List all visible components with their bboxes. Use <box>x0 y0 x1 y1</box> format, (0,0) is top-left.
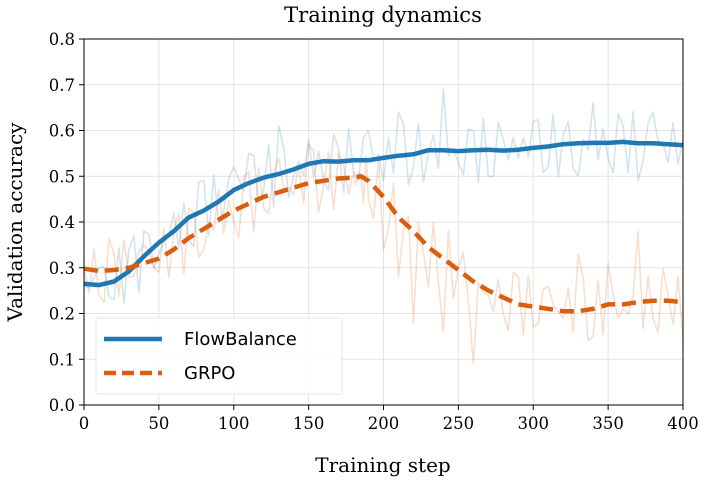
y-tick-label: 0.4 <box>49 213 75 232</box>
x-tick-label: 350 <box>592 414 624 433</box>
x-tick-label: 0 <box>79 414 90 433</box>
y-tick-label: 0.2 <box>49 305 75 324</box>
x-tick-label: 200 <box>368 414 400 433</box>
legend-label-flowbalance: FlowBalance <box>184 329 297 350</box>
y-tick-label: 0.0 <box>49 396 75 415</box>
x-tick-label: 300 <box>518 414 550 433</box>
y-tick-label: 0.8 <box>49 30 75 49</box>
y-axis-ticks: 0.0 0.1 0.2 0.3 0.4 0.5 0.6 0.7 0.8 <box>49 30 84 415</box>
x-tick-label: 400 <box>667 414 699 433</box>
smoothed-series-layer <box>83 139 684 314</box>
noisy-trace-flowbalance <box>83 88 684 305</box>
x-axis-ticks: 0 50 100 150 200 250 300 350 400 <box>79 405 699 433</box>
x-tick-label: 250 <box>443 414 475 433</box>
series-line-flowbalance <box>83 139 684 288</box>
y-tick-label: 0.7 <box>49 76 75 95</box>
y-tick-label: 0.6 <box>49 122 75 141</box>
x-tick-label: 150 <box>293 414 325 433</box>
series-line-grpo <box>83 174 684 314</box>
legend-label-grpo: GRPO <box>184 363 235 384</box>
y-tick-label: 0.1 <box>49 350 75 369</box>
y-tick-label: 0.3 <box>49 259 75 278</box>
x-axis-label: Training step <box>315 453 450 477</box>
chart-title: Training dynamics <box>284 3 482 27</box>
y-axis-label: Validation accuracy <box>3 122 27 323</box>
y-tick-label: 0.5 <box>49 167 75 186</box>
x-tick-label: 50 <box>148 414 169 433</box>
x-tick-label: 100 <box>218 414 250 433</box>
legend: FlowBalance GRPO <box>95 317 343 395</box>
